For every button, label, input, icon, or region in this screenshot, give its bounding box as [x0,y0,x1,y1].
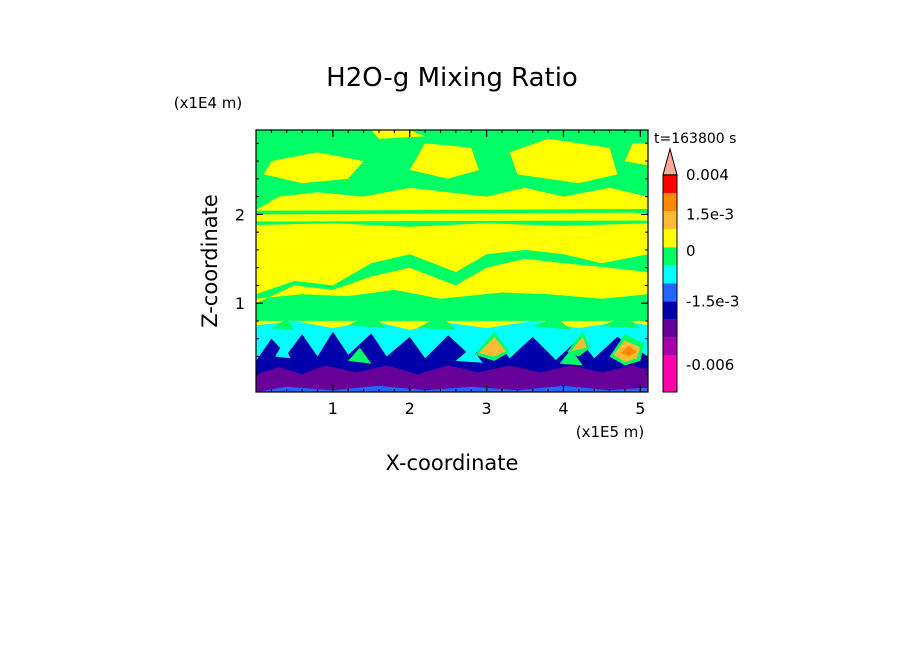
contour-region [309,227,379,259]
x-tick-label: 3 [481,399,491,418]
colorbar-label: -1.5e-3 [686,293,739,311]
contour-region [601,315,641,329]
colorbar-level [663,229,677,248]
contour-region [371,130,426,139]
contour-region [256,209,648,215]
x-axis-label: X-coordinate [386,451,519,475]
y-axis: 12 [235,142,648,375]
y-unit-label: (x1E4 m) [174,94,243,112]
colorbar-arrow [662,146,678,176]
colorbar-level [663,283,677,302]
time-label: t=163800 s [654,131,736,147]
contour-region [417,315,456,330]
contour-region [256,365,648,392]
y-axis-label: Z-coordinate [198,194,222,328]
contour-region [621,345,637,357]
y-tick-label: 2 [235,205,245,224]
colorbar-label: 1.5e-3 [686,206,734,224]
contour-field [256,130,648,392]
contour-region [256,258,648,304]
x-unit-label: (x1E5 m) [576,423,645,441]
x-tick-label: 4 [558,399,568,418]
colorbar-level [663,337,677,356]
colorbar-level [663,247,677,266]
contour-region [571,336,587,352]
chart-title: H2O-g Mixing Ratio [326,63,578,93]
colorbar-level [663,211,677,230]
x-tick-label: 2 [405,399,415,418]
contour-region [271,319,295,330]
contour-region [275,343,291,359]
contour-region [256,385,648,392]
colorbar-label: -0.006 [686,356,734,374]
x-tick-label: 5 [635,399,645,418]
contour-region [624,143,648,166]
contour-region [478,336,506,357]
x-axis: 1 2 3 4 5 [270,130,645,418]
colorbar: -0.006 -1.5e-3 0 1.5e-3 0.004 [662,146,739,393]
plot-frame [255,129,649,393]
contour-region [578,227,641,250]
y-tick-label: 1 [235,294,245,313]
contour-region [256,331,648,384]
contour-region [348,313,387,329]
x-tick-label: 1 [328,399,338,418]
colorbar-level [663,174,677,193]
colorbar-level [663,193,677,212]
colorbar-frame [662,174,678,393]
colorbar-level [663,265,677,284]
contour-region [532,317,572,330]
colorbar-level [663,319,677,338]
contour-region [455,227,533,255]
contour-region [559,349,583,366]
contour-region [409,143,479,179]
contour-region [455,347,483,363]
colorbar-label: 0.004 [686,166,729,184]
contour-region [256,220,648,227]
contour-region [509,138,618,184]
colorbar-level [663,301,677,320]
contour-region [348,347,372,364]
colorbar-label: 0 [686,242,696,260]
contour-region [263,152,364,184]
colorbar-level [663,355,677,392]
